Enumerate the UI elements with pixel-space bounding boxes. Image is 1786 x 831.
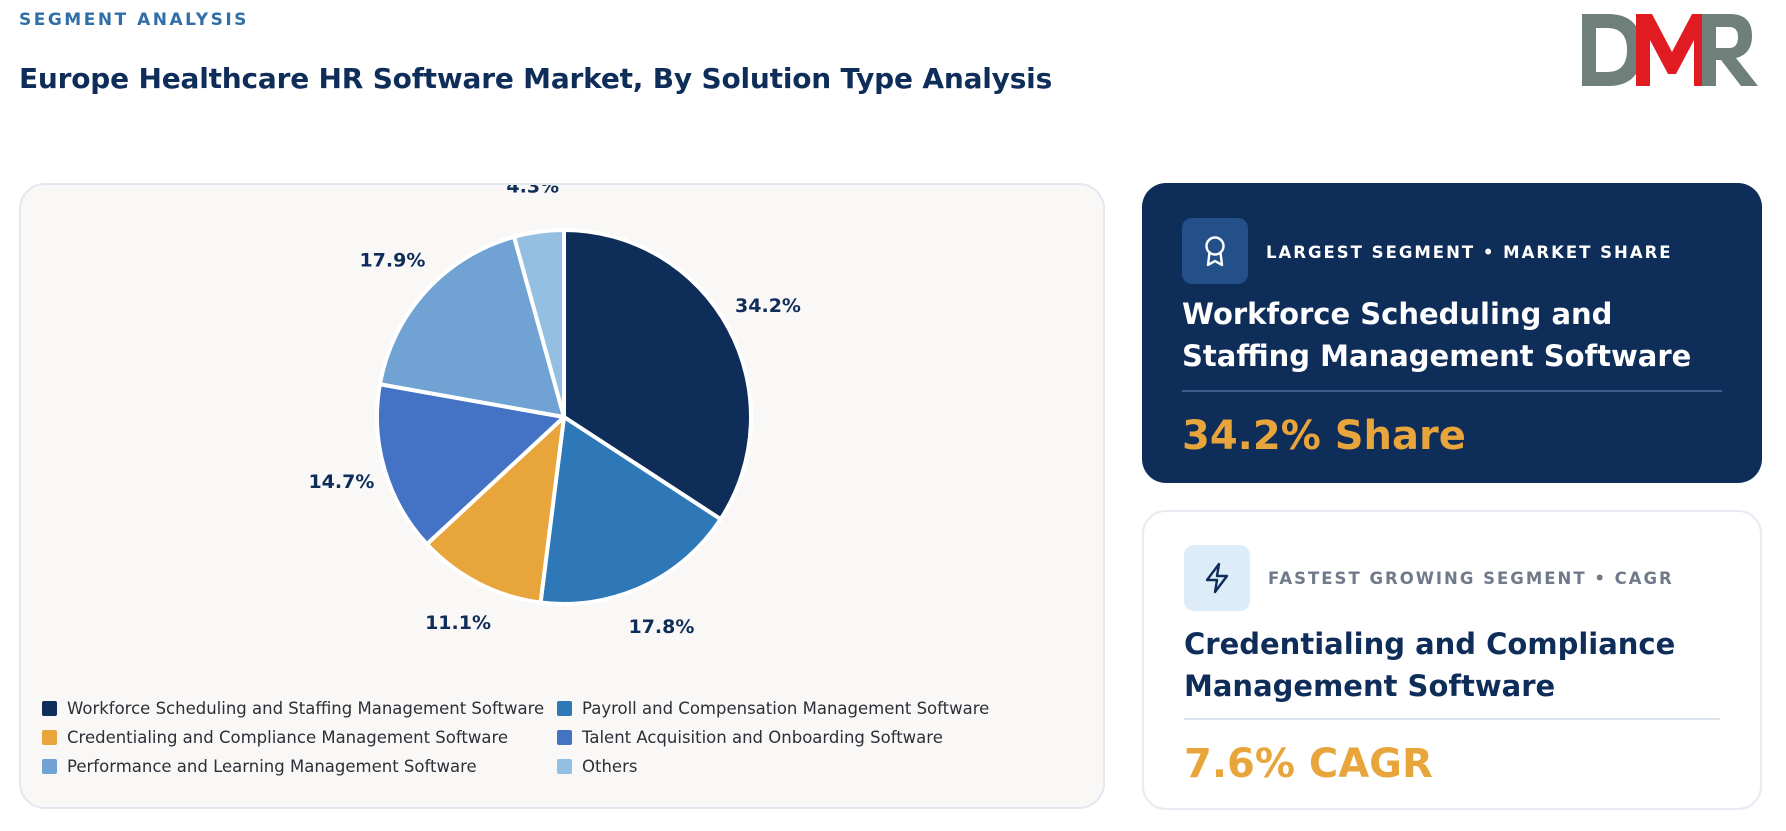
largest-segment-kicker: LARGEST SEGMENT • MARKET SHARE [1266, 243, 1673, 262]
divider [1184, 718, 1720, 720]
legend-item: Workforce Scheduling and Staffing Manage… [42, 698, 557, 718]
fastest-growing-name-line2: Management Software [1184, 669, 1556, 703]
dmr-logo [1582, 14, 1758, 86]
fastest-growing-cagr: 7.6% CAGR [1184, 741, 1433, 787]
fastest-growing-name-line1: Credentialing and Compliance [1184, 627, 1676, 661]
largest-segment-share: 34.2% Share [1182, 413, 1466, 459]
pie-slice [377, 234, 566, 419]
legend-label: Talent Acquisition and Onboarding Softwa… [582, 727, 943, 747]
legend-swatch [557, 700, 572, 716]
largest-segment-name-line2: Staffing Management Software [1182, 339, 1692, 373]
legend-swatch [557, 729, 572, 745]
chart-legend: Workforce Scheduling and Staffing Manage… [42, 698, 1062, 776]
chart-card: 34.2% 17.8% 11.1% 14.7% 17.9% 4.3% Workforce … [19, 183, 1105, 809]
legend-label: Performance and Learning Management Soft… [67, 756, 477, 776]
legend-swatch [42, 700, 57, 716]
pie-chart: 34.2% 17.8% 11.1% 14.7% 17.9% 4.3% [308, 185, 801, 638]
divider [1182, 390, 1722, 392]
legend-label: Workforce Scheduling and Staffing Manage… [67, 698, 545, 718]
fastest-growing-kicker: FASTEST GROWING SEGMENT • CAGR [1268, 569, 1674, 588]
pie-slice [424, 415, 566, 605]
largest-segment-name-line1: Workforce Scheduling and [1182, 297, 1613, 331]
pie-data-label: 4.3% [506, 185, 559, 198]
award-icon [1182, 218, 1248, 284]
largest-segment-card: LARGEST SEGMENT • MARKET SHARE Workforce… [1142, 183, 1762, 483]
fastest-growing-card: FASTEST GROWING SEGMENT • CAGR Credentia… [1142, 510, 1762, 810]
legend-item: Performance and Learning Management Soft… [42, 756, 557, 776]
legend-swatch [557, 758, 572, 774]
pie-data-label: 17.9% [359, 249, 425, 271]
legend-swatch [42, 758, 57, 774]
lightning-icon [1184, 545, 1250, 611]
legend-label: Credentialing and Compliance Management … [67, 727, 509, 747]
pie-slice [375, 382, 566, 547]
section-eyebrow: SEGMENT ANALYSIS [19, 10, 249, 30]
legend-item: Others [557, 756, 1037, 776]
legend-item: Credentialing and Compliance Management … [42, 727, 557, 747]
legend-item: Payroll and Compensation Management Soft… [557, 698, 1037, 718]
fastest-growing-name: Credentialing and Compliance Management … [1184, 623, 1724, 707]
largest-segment-name: Workforce Scheduling and Staffing Manage… [1182, 293, 1722, 377]
pie-data-label: 14.7% [308, 471, 374, 493]
pie-data-label: 17.8% [628, 616, 694, 638]
legend-item: Talent Acquisition and Onboarding Softwa… [557, 727, 1037, 747]
page-title: Europe Healthcare HR Software Market, By… [19, 62, 1053, 95]
legend-swatch [42, 729, 57, 745]
pie-data-label: 11.1% [425, 612, 491, 634]
legend-label: Others [582, 756, 638, 776]
pie-data-label: 34.2% [735, 295, 801, 317]
pie-slice [512, 228, 566, 419]
legend-label: Payroll and Compensation Management Soft… [582, 698, 990, 718]
pie-slice [538, 415, 723, 606]
